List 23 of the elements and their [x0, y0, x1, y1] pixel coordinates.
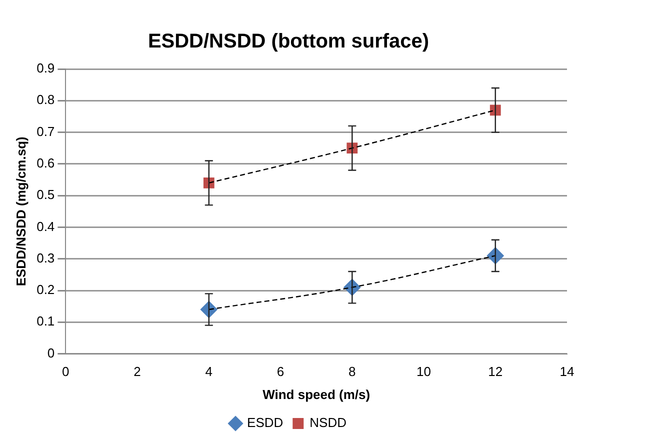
y-tick-label: 0.2	[36, 282, 55, 298]
chart-title: ESDD/NSDD (bottom surface)	[148, 30, 430, 53]
x-tick-label: 6	[276, 364, 284, 380]
y-tick-label: 0.9	[36, 60, 55, 76]
y-tick-label: 0.8	[36, 92, 55, 108]
x-tick-label: 4	[205, 364, 213, 380]
y-tick-label: 0.6	[36, 156, 55, 171]
x-tick-label: 2	[134, 364, 141, 380]
y-axis-title: ESDD/NSDD (mg/cm.sq)	[13, 136, 28, 286]
y-tick-label: 0	[47, 345, 55, 360]
legend-label: ESDD	[247, 415, 284, 430]
x-tick-label: 12	[488, 364, 503, 380]
y-tick-label: 0.3	[36, 250, 55, 266]
x-tick-label: 14	[560, 364, 574, 380]
x-axis-title: Wind speed (m/s)	[262, 386, 370, 402]
legend-label: NSDD	[310, 415, 346, 430]
y-tick-label: 0.5	[36, 187, 55, 202]
y-tick-label: 0.4	[36, 218, 55, 234]
y-tick-label: 0.1	[36, 314, 55, 329]
y-tick-label: 0.7	[36, 124, 55, 139]
x-tick-label: 0	[62, 364, 70, 380]
x-tick-label: 8	[348, 364, 356, 380]
x-tick-label: 10	[416, 364, 431, 380]
